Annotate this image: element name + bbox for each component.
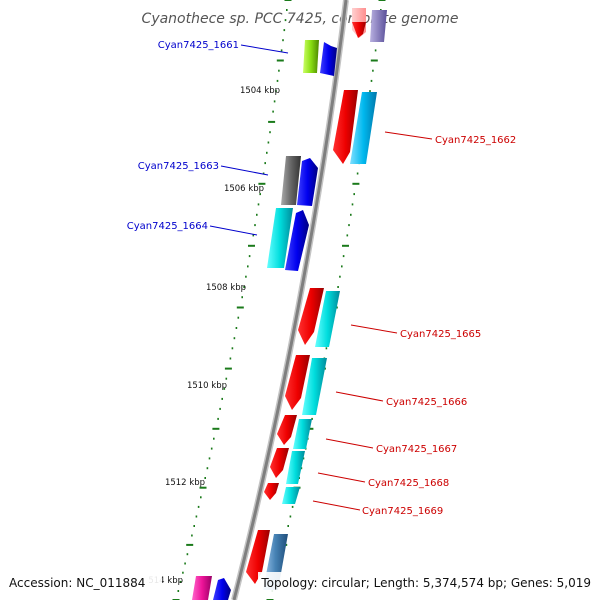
topology-label: Topology: circular; Length: 5,374,574 bp… [260, 576, 591, 590]
gene-1665 [298, 288, 324, 345]
gene-label-1665: Cyan7425_1665 [400, 329, 481, 340]
leader-1667 [325, 438, 374, 449]
gene-blue-1514 [213, 578, 231, 600]
gene-cyan-1666 [302, 358, 327, 415]
gene-1669 [264, 483, 279, 500]
leader-1665 [350, 324, 398, 334]
gene-leader-lines [209, 44, 433, 511]
genome-title: Cyanothece sp. PCC 7425, complete genome [142, 11, 459, 27]
gene-magenta-1514 [192, 576, 212, 600]
gene-label-1668: Cyan7425_1668 [368, 478, 449, 489]
leader-1664 [209, 225, 258, 236]
kbp-label-1510: 1510 kbp [187, 381, 227, 391]
gene-cyan-1669 [282, 487, 300, 504]
kbp-label-1508: 1508 kbp [206, 283, 246, 293]
gene-red-bottom [246, 530, 270, 584]
gene-label-1667: Cyan7425_1667 [376, 444, 457, 455]
gene-features-forward [192, 40, 337, 600]
gene-sky-1662 [350, 92, 377, 164]
kbp-label-1514: 514 kbp [148, 576, 183, 586]
gene-cyan-1664 [267, 208, 293, 268]
kbp-label-1512: 1512 kbp [165, 478, 205, 488]
gene-1663 [297, 158, 318, 206]
gene-1668 [270, 448, 289, 478]
gene-label-1666: Cyan7425_1666 [386, 397, 467, 408]
gene-1666 [285, 355, 310, 410]
gene-1661-green [303, 40, 319, 73]
gene-label-1661: Cyan7425_1661 [158, 40, 239, 51]
gene-label-1664: Cyan7425_1664 [127, 221, 208, 232]
gene-label-1663: Cyan7425_1663 [138, 161, 219, 172]
kbp-label-1506: 1506 kbp [224, 184, 264, 194]
gene-label-1662: Cyan7425_1662 [435, 135, 516, 146]
leader-1663 [220, 165, 269, 176]
gene-1667 [277, 415, 297, 445]
gene-cyan-1667 [293, 419, 312, 449]
kbp-label-1504: 1504 kbp [240, 86, 280, 96]
scale-ticks-left [172, 0, 292, 600]
leader-1669 [312, 500, 361, 511]
leader-1668 [317, 472, 366, 483]
leader-1666 [335, 391, 384, 402]
gene-top-lavender [370, 10, 387, 42]
gene-features-reverse [246, 8, 387, 590]
gene-cyan-1665 [315, 291, 340, 347]
gene-1664 [285, 210, 309, 271]
gene-gray-1663 [281, 156, 301, 205]
leader-1661 [240, 44, 289, 54]
gene-1662 [333, 90, 358, 164]
gene-top-red [352, 22, 366, 38]
gene-label-1669: Cyan7425_1669 [362, 506, 443, 517]
genome-backbone [231, 0, 349, 600]
accession-label: Accession: NC_011884 [9, 576, 145, 590]
gene-cyan-1668 [286, 451, 305, 484]
gene-1661 [320, 42, 337, 76]
leader-1662 [384, 131, 433, 140]
